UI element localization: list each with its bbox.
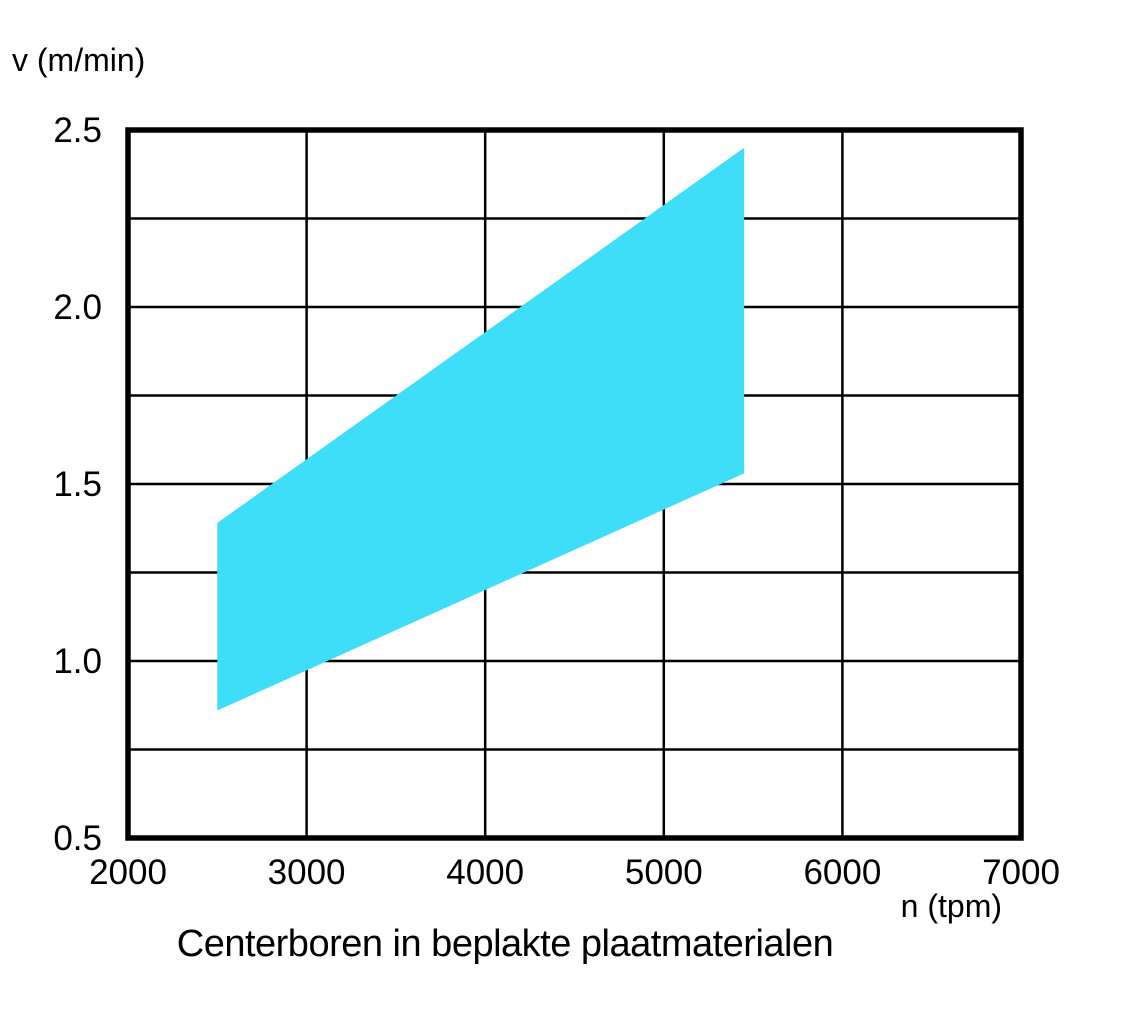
- y-tick-label: 2.0: [53, 288, 102, 327]
- y-tick-label: 1.0: [53, 642, 102, 681]
- x-tick-label: 7000: [982, 853, 1060, 892]
- y-axis-label: v (m/min): [12, 42, 146, 78]
- y-tick-label: 2.5: [53, 111, 102, 150]
- x-tick-label: 5000: [625, 853, 703, 892]
- y-tick-label: 0.5: [53, 819, 102, 858]
- x-tick-label: 3000: [268, 853, 346, 892]
- x-axis-label: n (tpm): [900, 888, 1002, 924]
- chart-title: Centerboren in beplakte plaatmaterialen: [176, 923, 834, 965]
- y-tick-label: 1.5: [53, 465, 102, 504]
- x-tick-label: 6000: [803, 853, 881, 892]
- speed-range-band: [217, 147, 745, 711]
- plot-frame: [125, 127, 1024, 841]
- x-tick-label: 2000: [89, 853, 167, 892]
- x-tick-label: 4000: [446, 853, 524, 892]
